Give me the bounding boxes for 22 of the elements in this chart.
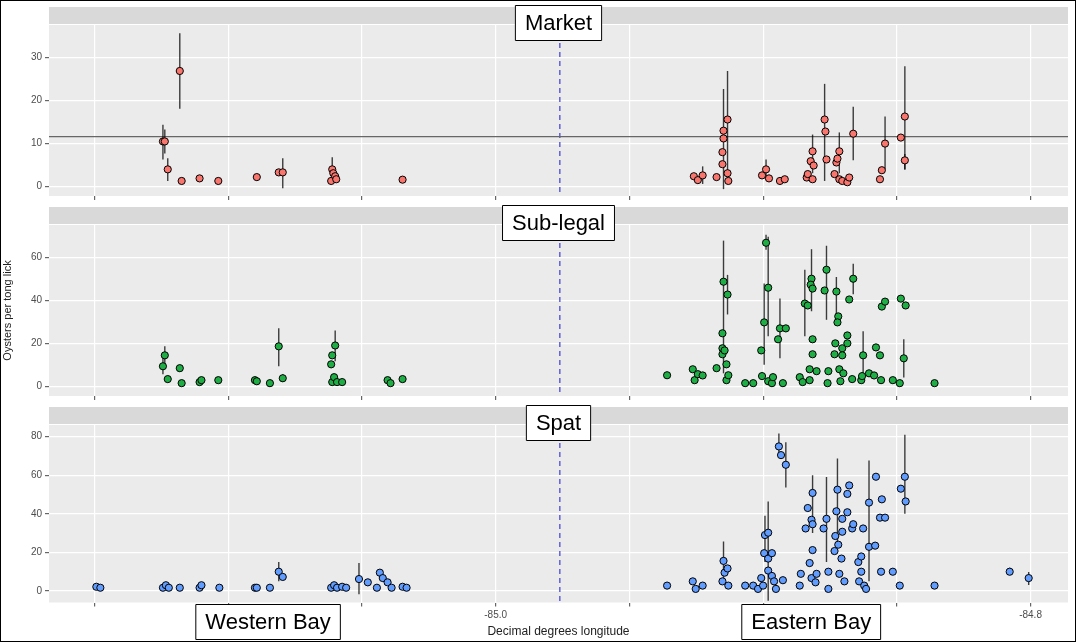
x-tick-label: -85.0	[484, 609, 508, 621]
y-tick-label: 20	[30, 546, 43, 558]
x-tick-label: -84.8	[1019, 609, 1043, 621]
y-tick-label: 20	[30, 93, 43, 105]
x-axis-title: Decimal degrees longitude	[487, 624, 630, 639]
chart-title: Spat	[535, 410, 582, 436]
y-tick-label: 80	[30, 430, 43, 442]
text: Western Bay	[205, 609, 331, 635]
y-axis-title: Oysters per tong lick	[0, 259, 13, 361]
y-tick-label: 40	[30, 294, 43, 306]
chart-title: Sub-legal	[512, 210, 605, 236]
y-tick-label: 0	[36, 584, 43, 596]
y-tick-label: 0	[36, 379, 43, 391]
y-tick-label: 10	[30, 136, 43, 148]
y-tick-label: 30	[30, 50, 43, 62]
y-tick-label: 20	[30, 337, 43, 349]
y-tick-label: 60	[30, 251, 43, 263]
chart-title: Market	[524, 10, 593, 36]
y-tick-label: 40	[30, 507, 43, 519]
text: Eastern Bay	[751, 609, 872, 635]
y-tick-label: 60	[30, 468, 43, 480]
y-tick-label: 0	[36, 179, 43, 191]
